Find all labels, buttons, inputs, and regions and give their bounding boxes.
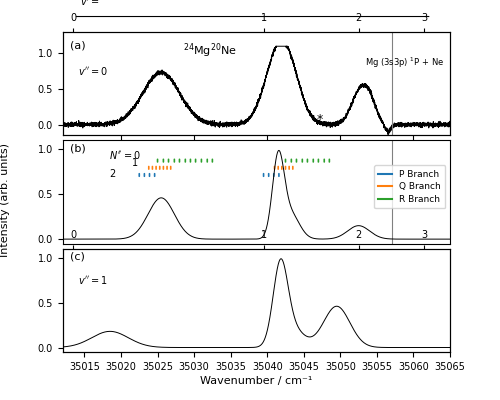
Text: $v'' = 0$: $v'' = 0$	[78, 65, 108, 77]
Text: (c): (c)	[70, 252, 85, 262]
X-axis label: $v' = $: $v' = $	[80, 0, 100, 8]
Text: 2: 2	[109, 169, 115, 179]
Legend: P Branch, Q Branch, R Branch: P Branch, Q Branch, R Branch	[374, 165, 446, 208]
Text: (b): (b)	[70, 144, 86, 154]
Text: $^{24}$Mg$^{20}$Ne: $^{24}$Mg$^{20}$Ne	[183, 41, 236, 60]
Text: 1: 1	[132, 158, 138, 168]
X-axis label: Wavenumber / cm⁻¹: Wavenumber / cm⁻¹	[200, 376, 312, 386]
Text: (a): (a)	[70, 40, 86, 50]
Text: Mg (3s3p) $^1$P + Ne: Mg (3s3p) $^1$P + Ne	[365, 56, 444, 70]
Text: Intensity (arb. units): Intensity (arb. units)	[0, 143, 10, 257]
Text: $v'' = 1$: $v'' = 1$	[78, 274, 108, 286]
Text: *: *	[317, 113, 324, 126]
Text: $N'' = 0$: $N'' = 0$	[109, 149, 140, 161]
